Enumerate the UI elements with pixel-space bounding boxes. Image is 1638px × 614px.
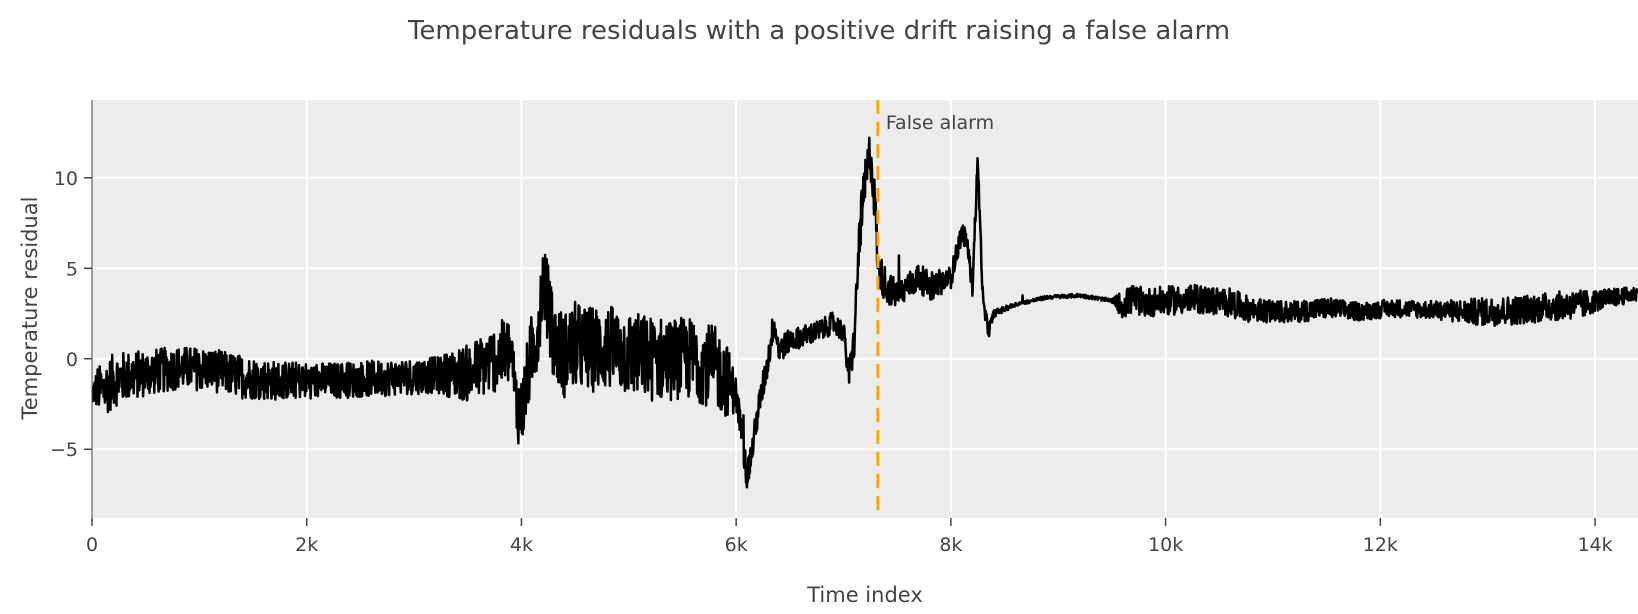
false-alarm-label: False alarm — [886, 112, 994, 134]
chart-title: Temperature residuals with a positive dr… — [407, 16, 1231, 46]
false-alarm-marker: False alarm — [876, 100, 994, 518]
y-tick-label: 5 — [66, 258, 78, 280]
x-axis-ticks: 0 2k 4k 6k 8k 10k 12k 14k — [86, 518, 1613, 556]
series-group — [91, 136, 1638, 489]
x-tick-label: 2k — [295, 534, 318, 556]
y-axis-ticks: −5 0 5 10 — [50, 100, 93, 518]
y-tick-label: −5 — [50, 439, 78, 461]
series-line-0 — [91, 136, 1638, 489]
x-tick-label: 12k — [1363, 534, 1398, 556]
x-tick-label: 10k — [1148, 534, 1183, 556]
y-axis-title: Temperature residual — [18, 196, 42, 420]
x-axis-title: Time index — [807, 583, 923, 607]
x-tick-label: 0 — [86, 534, 98, 556]
x-tick-label: 8k — [939, 534, 962, 556]
x-tick-label: 6k — [725, 534, 748, 556]
y-tick-label: 0 — [66, 349, 78, 371]
x-tick-label: 4k — [510, 534, 533, 556]
x-tick-label: 14k — [1577, 534, 1612, 556]
y-tick-label: 10 — [54, 168, 78, 190]
